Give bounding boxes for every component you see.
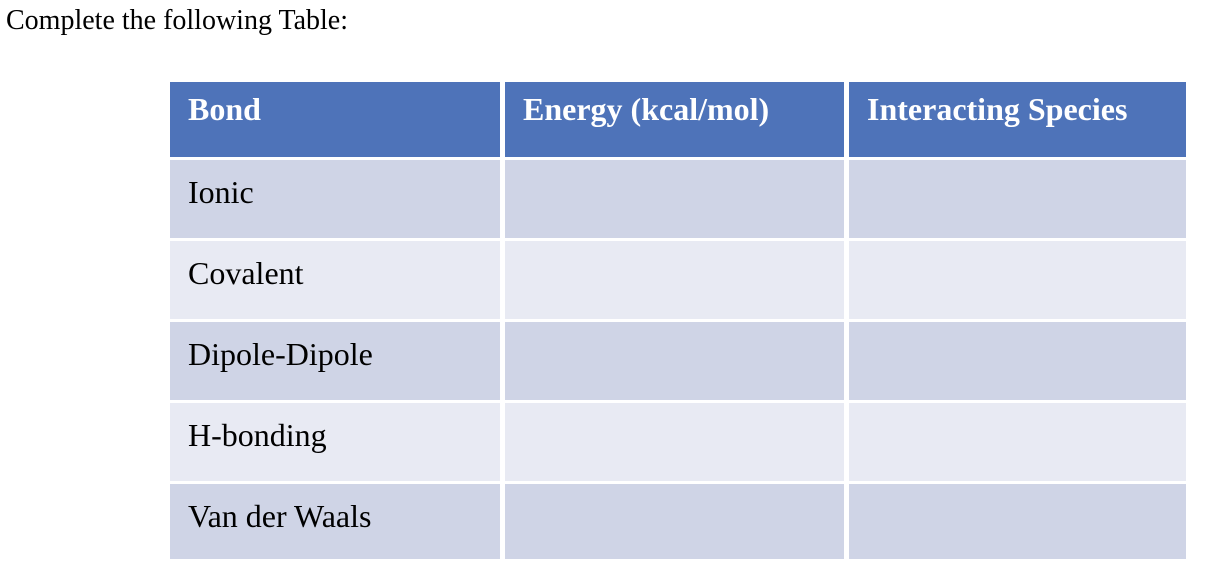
table-row: Covalent <box>170 240 1186 322</box>
energy-value-cell <box>505 240 849 322</box>
bonds-table: Bond Energy (kcal/mol) Interacting Speci… <box>170 81 1186 562</box>
page-title: Complete the following Table: <box>6 5 349 36</box>
energy-value-cell <box>505 321 849 403</box>
table-row: Dipole-Dipole <box>170 321 1186 403</box>
table-row: Van der Waals <box>170 483 1186 562</box>
bond-name-cell: Covalent <box>170 240 505 322</box>
species-value-cell <box>849 483 1186 562</box>
bond-name-cell: Van der Waals <box>170 483 505 562</box>
energy-value-cell <box>505 159 849 241</box>
species-value-cell <box>849 240 1186 322</box>
table-row: H-bonding <box>170 402 1186 484</box>
table-row: Ionic <box>170 159 1186 241</box>
species-value-cell <box>849 159 1186 241</box>
bond-name-cell: Dipole-Dipole <box>170 321 505 403</box>
bond-name-cell: H-bonding <box>170 402 505 484</box>
table-header-row: Bond Energy (kcal/mol) Interacting Speci… <box>170 81 1186 160</box>
column-header-species: Interacting Species <box>849 81 1186 160</box>
column-header-energy: Energy (kcal/mol) <box>505 81 849 160</box>
column-header-bond: Bond <box>170 81 505 160</box>
species-value-cell <box>849 321 1186 403</box>
bond-name-cell: Ionic <box>170 159 505 241</box>
species-value-cell <box>849 402 1186 484</box>
energy-value-cell <box>505 402 849 484</box>
energy-value-cell <box>505 483 849 562</box>
